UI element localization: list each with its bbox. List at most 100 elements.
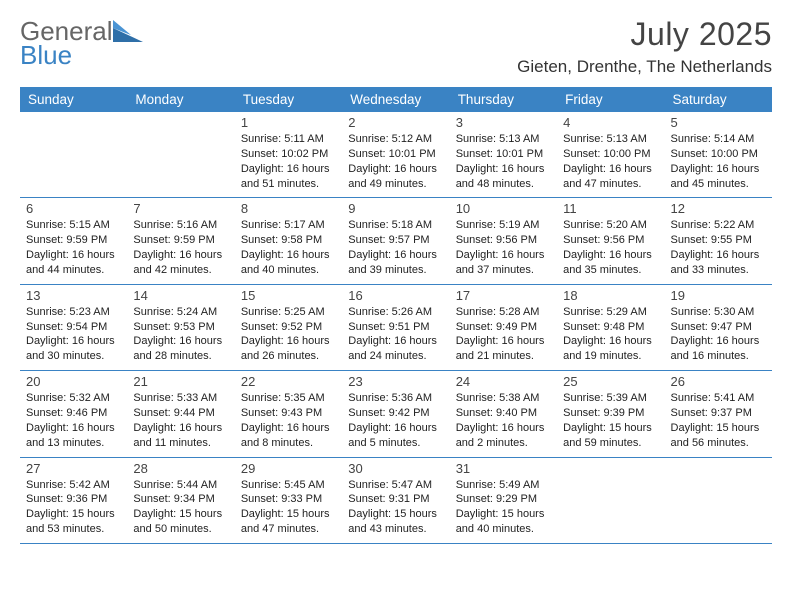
day-info: Sunrise: 5:42 AMSunset: 9:36 PMDaylight:… xyxy=(26,478,121,537)
day-cell: 28Sunrise: 5:44 AMSunset: 9:34 PMDayligh… xyxy=(127,458,234,543)
daylight-text: Daylight: 16 hours and 51 minutes. xyxy=(241,162,336,192)
day-cell: 18 Sunrise: 5:29 AMSunset: 9:48 PMDayligh… xyxy=(557,285,664,370)
weekday-header: Thursday xyxy=(450,87,557,112)
day-info: Sunrise: 5:29 AMSunset: 9:48 PMDaylight:… xyxy=(563,305,658,364)
day-cell: 23 Sunrise: 5:36 AMSunset: 9:42 PMDayligh… xyxy=(342,371,449,456)
day-cell: 14 Sunrise: 5:24 AMSunset: 9:53 PMDayligh… xyxy=(127,285,234,370)
sunset-text: Sunset: 9:29 PM xyxy=(456,492,551,507)
day-info: Sunrise: 5:12 AMSunset: 10:01 PMDaylight… xyxy=(348,132,443,191)
calendar: SundayMondayTuesdayWednesdayThursdayFrid… xyxy=(20,87,772,544)
daylight-text: Daylight: 16 hours and 37 minutes. xyxy=(456,248,551,278)
day-info: Sunrise: 5:32 AMSunset: 9:46 PMDaylight:… xyxy=(26,391,121,450)
daylight-text: Daylight: 15 hours and 50 minutes. xyxy=(133,507,228,537)
day-cell: 5 Sunrise: 5:14 AMSunset: 10:00 PMDayligh… xyxy=(665,112,772,197)
sunrise-text: Sunrise: 5:17 AM xyxy=(241,218,336,233)
day-cell: 24 Sunrise: 5:38 AMSunset: 9:40 PMDayligh… xyxy=(450,371,557,456)
sunrise-text: Sunrise: 5:38 AM xyxy=(456,391,551,406)
logo-triangle-icon xyxy=(113,20,143,42)
week-row: 6Sunrise: 5:15 AMSunset: 9:59 PMDaylight… xyxy=(20,198,772,284)
day-info: Sunrise: 5:22 AMSunset: 9:55 PMDaylight:… xyxy=(671,218,766,277)
day-number: 24 xyxy=(456,374,551,389)
daylight-text: Daylight: 15 hours and 59 minutes. xyxy=(563,421,658,451)
sunrise-text: Sunrise: 5:14 AM xyxy=(671,132,766,147)
day-number: 6 xyxy=(26,201,121,216)
page-title: July 2025 xyxy=(517,16,772,53)
daylight-text: Daylight: 15 hours and 43 minutes. xyxy=(348,507,443,537)
sunrise-text: Sunrise: 5:44 AM xyxy=(133,478,228,493)
sunset-text: Sunset: 9:52 PM xyxy=(241,320,336,335)
daylight-text: Daylight: 16 hours and 48 minutes. xyxy=(456,162,551,192)
sunset-text: Sunset: 9:58 PM xyxy=(241,233,336,248)
daylight-text: Daylight: 15 hours and 56 minutes. xyxy=(671,421,766,451)
location-text: Gieten, Drenthe, The Netherlands xyxy=(517,57,772,77)
day-number: 27 xyxy=(26,461,121,476)
sunrise-text: Sunrise: 5:24 AM xyxy=(133,305,228,320)
day-number: 18 xyxy=(563,288,658,303)
day-number: 30 xyxy=(348,461,443,476)
day-info: Sunrise: 5:24 AMSunset: 9:53 PMDaylight:… xyxy=(133,305,228,364)
day-info: Sunrise: 5:14 AMSunset: 10:00 PMDaylight… xyxy=(671,132,766,191)
day-cell: 15 Sunrise: 5:25 AMSunset: 9:52 PMDayligh… xyxy=(235,285,342,370)
day-info: Sunrise: 5:30 AMSunset: 9:47 PMDaylight:… xyxy=(671,305,766,364)
weekday-header: Sunday xyxy=(20,87,127,112)
day-number: 3 xyxy=(456,115,551,130)
day-info: Sunrise: 5:38 AMSunset: 9:40 PMDaylight:… xyxy=(456,391,551,450)
day-info: Sunrise: 5:23 AMSunset: 9:54 PMDaylight:… xyxy=(26,305,121,364)
day-number: 15 xyxy=(241,288,336,303)
sunrise-text: Sunrise: 5:49 AM xyxy=(456,478,551,493)
day-cell: 17Sunrise: 5:28 AMSunset: 9:49 PMDayligh… xyxy=(450,285,557,370)
day-number: 1 xyxy=(241,115,336,130)
sunset-text: Sunset: 9:57 PM xyxy=(348,233,443,248)
sunset-text: Sunset: 10:00 PM xyxy=(563,147,658,162)
day-cell: 11Sunrise: 5:20 AMSunset: 9:56 PMDayligh… xyxy=(557,198,664,283)
day-number: 14 xyxy=(133,288,228,303)
day-info: Sunrise: 5:39 AMSunset: 9:39 PMDaylight:… xyxy=(563,391,658,450)
day-number: 19 xyxy=(671,288,766,303)
day-info: Sunrise: 5:17 AMSunset: 9:58 PMDaylight:… xyxy=(241,218,336,277)
day-number: 23 xyxy=(348,374,443,389)
sunset-text: Sunset: 9:56 PM xyxy=(456,233,551,248)
day-info: Sunrise: 5:36 AMSunset: 9:42 PMDaylight:… xyxy=(348,391,443,450)
sunset-text: Sunset: 10:01 PM xyxy=(348,147,443,162)
day-number: 2 xyxy=(348,115,443,130)
day-number: 5 xyxy=(671,115,766,130)
daylight-text: Daylight: 16 hours and 40 minutes. xyxy=(241,248,336,278)
sunrise-text: Sunrise: 5:26 AM xyxy=(348,305,443,320)
day-cell: 29Sunrise: 5:45 AMSunset: 9:33 PMDayligh… xyxy=(235,458,342,543)
daylight-text: Daylight: 16 hours and 33 minutes. xyxy=(671,248,766,278)
sunrise-text: Sunrise: 5:29 AM xyxy=(563,305,658,320)
daylight-text: Daylight: 16 hours and 49 minutes. xyxy=(348,162,443,192)
day-cell: 19 Sunrise: 5:30 AMSunset: 9:47 PMDayligh… xyxy=(665,285,772,370)
day-cell: 30Sunrise: 5:47 AMSunset: 9:31 PMDayligh… xyxy=(342,458,449,543)
day-info: Sunrise: 5:49 AMSunset: 9:29 PMDaylight:… xyxy=(456,478,551,537)
day-number: 17 xyxy=(456,288,551,303)
sunrise-text: Sunrise: 5:45 AM xyxy=(241,478,336,493)
title-block: July 2025 Gieten, Drenthe, The Netherlan… xyxy=(517,12,772,77)
day-number: 11 xyxy=(563,201,658,216)
sunset-text: Sunset: 9:48 PM xyxy=(563,320,658,335)
day-info: Sunrise: 5:25 AMSunset: 9:52 PMDaylight:… xyxy=(241,305,336,364)
sunrise-text: Sunrise: 5:32 AM xyxy=(26,391,121,406)
day-cell: 2 Sunrise: 5:12 AMSunset: 10:01 PMDayligh… xyxy=(342,112,449,197)
weekday-header: Saturday xyxy=(665,87,772,112)
weekday-header: Monday xyxy=(127,87,234,112)
sunrise-text: Sunrise: 5:47 AM xyxy=(348,478,443,493)
sunset-text: Sunset: 9:36 PM xyxy=(26,492,121,507)
day-cell xyxy=(20,112,127,197)
daylight-text: Daylight: 15 hours and 40 minutes. xyxy=(456,507,551,537)
day-info: Sunrise: 5:45 AMSunset: 9:33 PMDaylight:… xyxy=(241,478,336,537)
day-number: 12 xyxy=(671,201,766,216)
sunrise-text: Sunrise: 5:36 AM xyxy=(348,391,443,406)
sunset-text: Sunset: 9:46 PM xyxy=(26,406,121,421)
day-cell: 6Sunrise: 5:15 AMSunset: 9:59 PMDaylight… xyxy=(20,198,127,283)
sunrise-text: Sunrise: 5:12 AM xyxy=(348,132,443,147)
daylight-text: Daylight: 16 hours and 45 minutes. xyxy=(671,162,766,192)
daylight-text: Daylight: 16 hours and 39 minutes. xyxy=(348,248,443,278)
daylight-text: Daylight: 16 hours and 16 minutes. xyxy=(671,334,766,364)
day-cell: 8Sunrise: 5:17 AMSunset: 9:58 PMDaylight… xyxy=(235,198,342,283)
day-cell: 20Sunrise: 5:32 AMSunset: 9:46 PMDayligh… xyxy=(20,371,127,456)
day-number: 31 xyxy=(456,461,551,476)
day-cell: 27 Sunrise: 5:42 AMSunset: 9:36 PMDayligh… xyxy=(20,458,127,543)
week-row: 20Sunrise: 5:32 AMSunset: 9:46 PMDayligh… xyxy=(20,371,772,457)
daylight-text: Daylight: 16 hours and 21 minutes. xyxy=(456,334,551,364)
